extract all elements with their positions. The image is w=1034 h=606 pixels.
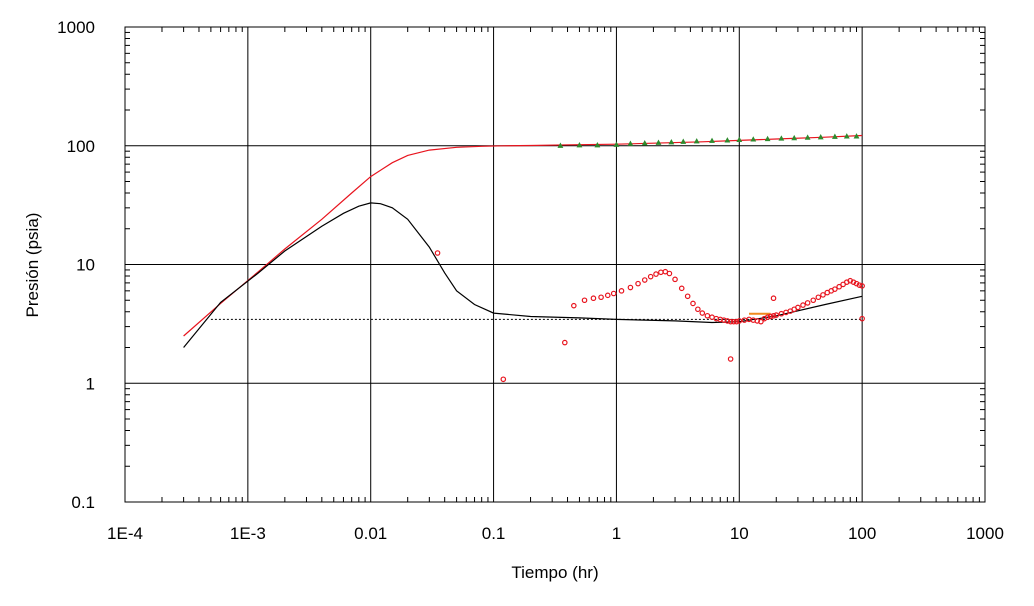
pressure_data-point <box>693 138 700 144</box>
derivative_data-point <box>733 318 740 325</box>
derivative_data-point <box>610 290 617 297</box>
pressure_data-point <box>764 135 771 142</box>
x-tick-label: 100 <box>848 524 876 543</box>
pressure_data-point <box>576 142 583 148</box>
plot-frame <box>124 26 986 503</box>
y-tick-label: 1000 <box>57 18 95 37</box>
y-tick-label: 1 <box>86 374 95 393</box>
derivative_data-point <box>804 300 811 306</box>
derivative_data-point <box>641 277 648 283</box>
x-tick-label: 1000 <box>966 524 1004 543</box>
pressure_data-point <box>817 133 824 140</box>
derivative_data-point <box>590 295 597 302</box>
pressure_data-point <box>557 142 564 148</box>
derivative_data-point <box>856 282 863 288</box>
pressure_data-point <box>709 137 715 143</box>
derivative_data-point <box>695 306 701 313</box>
y-tick-label: 10 <box>76 256 95 275</box>
derivative_data-point <box>690 300 696 307</box>
x-tick-label: 0.1 <box>482 524 506 543</box>
y-axis-title: Presión (psia) <box>23 213 42 318</box>
derivative_data-point <box>859 283 865 289</box>
pressure_data-point <box>680 138 687 144</box>
derivative_data-point <box>815 294 822 301</box>
derivative_data-point <box>859 315 865 322</box>
x-tick-label: 10 <box>730 524 749 543</box>
derivative_data-point <box>730 318 737 325</box>
derivative_data-point <box>721 317 727 323</box>
x-tick-label: 1E-3 <box>230 524 266 543</box>
derivative_data-point <box>581 297 588 304</box>
derivative_data-point <box>604 292 611 299</box>
derivative_data-point <box>684 293 691 300</box>
derivative_model-line <box>183 202 863 348</box>
pressure_data-point <box>736 136 743 143</box>
derivative_data-point <box>727 318 734 325</box>
pressure_data-point <box>668 139 675 145</box>
pressure_data-point <box>627 140 634 146</box>
x-tick-label: 1E-4 <box>107 524 143 543</box>
x-tick-label: 0.01 <box>354 524 387 543</box>
derivative_data-point <box>699 310 706 316</box>
derivative_data-point <box>764 314 771 320</box>
derivative_data-point <box>773 312 780 318</box>
minor-tick-layer <box>125 27 985 502</box>
pressure_data-point <box>831 133 838 139</box>
series-layer <box>183 133 865 383</box>
derivative_data-point <box>672 276 678 283</box>
derivative_data-point <box>647 273 654 280</box>
pressure_model-line <box>183 134 863 337</box>
x-axis-title: Tiempo (hr) <box>511 563 598 582</box>
derivative_data-point <box>627 284 634 291</box>
pressure_data-point <box>843 133 850 139</box>
derivative_data-point <box>562 339 568 346</box>
derivative_data-point <box>618 288 625 294</box>
pressure_data-point <box>724 137 731 143</box>
derivative_data-point <box>571 302 577 309</box>
x-tick-labels: 1E-4 1E-3 0.01 0.1 1 10 100 1000 <box>107 524 1004 543</box>
pressure_data-point <box>594 142 601 148</box>
pressure_data-point <box>641 140 648 146</box>
pressure_data-point <box>778 135 785 141</box>
derivative_data-point <box>767 313 774 320</box>
derivative_data-point <box>678 285 685 292</box>
derivative_data-point <box>736 318 743 324</box>
derivative_data-point <box>836 283 842 290</box>
pressure_data-point <box>804 134 811 140</box>
y-tick-label: 100 <box>67 137 95 156</box>
derivative_data-point <box>724 318 731 324</box>
pressure_data-point <box>853 133 860 139</box>
derivative_data-point <box>500 376 507 383</box>
y-tick-labels: 0.1 1 10 100 1000 <box>57 18 95 512</box>
pressure_data-point <box>613 141 620 147</box>
derivative_data-point <box>770 295 777 302</box>
derivative_data-point <box>635 280 641 287</box>
derivative_data-point <box>795 304 801 311</box>
derivative_data-point <box>727 356 734 362</box>
pressure_data-point <box>655 139 662 145</box>
derivative_data-point <box>704 312 711 319</box>
derivative_data-point <box>832 286 838 292</box>
derivative_data-point <box>658 269 664 276</box>
x-tick-label: 1 <box>612 524 621 543</box>
derivative_data-point <box>800 302 806 308</box>
derivative_data-point <box>810 297 817 304</box>
derivative_data-point <box>653 271 659 277</box>
derivative_data-point <box>770 312 777 319</box>
pressure_data-point <box>750 136 757 142</box>
derivative_data-point <box>598 294 604 301</box>
derivative_data-point <box>666 270 673 277</box>
pressure_data-point <box>791 134 798 141</box>
y-tick-label: 0.1 <box>71 493 95 512</box>
grid-layer <box>124 26 986 503</box>
derivative_data-point <box>758 318 764 325</box>
derivative_data-point <box>820 292 826 298</box>
derivative_data-point <box>434 250 441 256</box>
